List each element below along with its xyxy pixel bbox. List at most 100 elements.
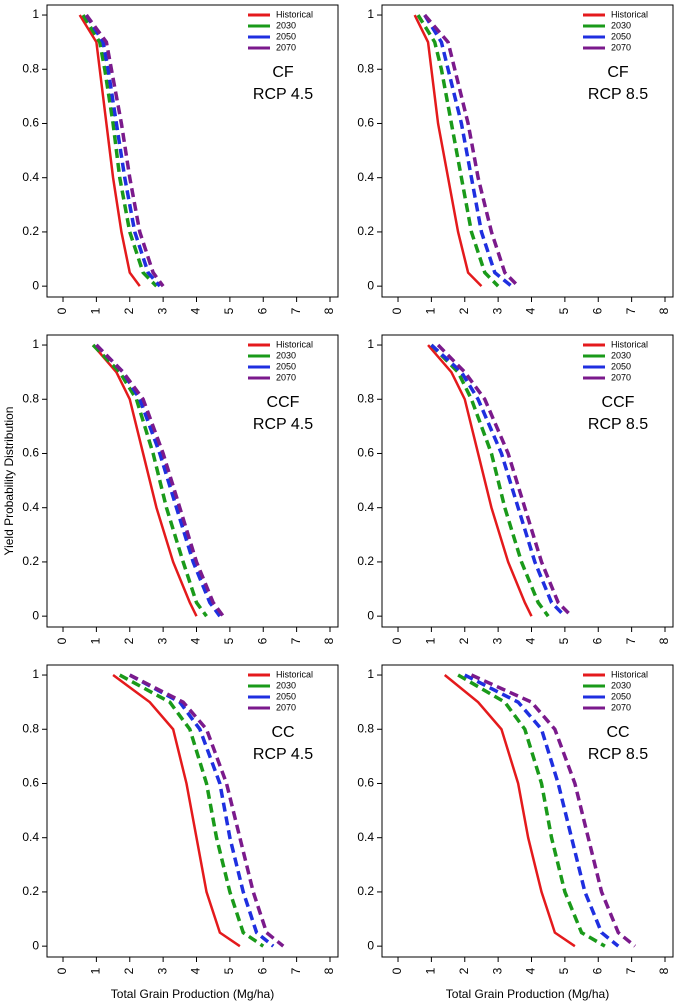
x-tick-label: 2 bbox=[457, 967, 471, 974]
x-axis-label: Total Grain Production (Mg/ha) bbox=[446, 987, 609, 1001]
legend-label: 2070 bbox=[611, 702, 631, 712]
x-tick-label: 3 bbox=[155, 967, 169, 974]
series-line bbox=[91, 343, 208, 618]
x-tick-label: 0 bbox=[390, 637, 404, 644]
panel-annotation: CCF bbox=[602, 394, 635, 411]
legend-label: 2030 bbox=[611, 20, 631, 30]
panel-annotation: CF bbox=[272, 64, 294, 81]
y-tick-label: 0.6 bbox=[22, 446, 39, 460]
x-tick-label: 1 bbox=[424, 307, 438, 314]
x-tick-label: 7 bbox=[289, 307, 303, 314]
x-tick-label: 4 bbox=[189, 967, 203, 974]
x-tick-label: 6 bbox=[590, 307, 604, 314]
x-tick-label: 3 bbox=[155, 307, 169, 314]
x-tick-label: 2 bbox=[457, 307, 471, 314]
x-tick-label: 1 bbox=[89, 307, 103, 314]
x-tick-label: 4 bbox=[524, 307, 538, 314]
x-tick-label: 2 bbox=[457, 637, 471, 644]
x-tick-label: 3 bbox=[490, 967, 504, 974]
plot-frame bbox=[381, 664, 674, 958]
y-tick-label: 0.6 bbox=[22, 776, 39, 790]
panel-annotation: RCP 4.5 bbox=[253, 416, 313, 433]
x-tick-label: 3 bbox=[490, 637, 504, 644]
legend-label: 2050 bbox=[611, 361, 631, 371]
legend-label: Historical bbox=[276, 339, 313, 349]
legend-label: Historical bbox=[611, 339, 648, 349]
legend-label: 2030 bbox=[611, 350, 631, 360]
x-tick-label: 2 bbox=[122, 307, 136, 314]
y-tick-label: 0.8 bbox=[22, 61, 39, 75]
plot-frame bbox=[381, 4, 674, 298]
y-tick-label: 1 bbox=[367, 337, 374, 351]
y-tick-label: 1 bbox=[32, 7, 39, 21]
series-line bbox=[84, 13, 165, 288]
y-tick-label: 0.4 bbox=[22, 500, 39, 514]
legend-label: 2050 bbox=[276, 361, 296, 371]
x-tick-label: 5 bbox=[557, 967, 571, 974]
series-line bbox=[430, 343, 567, 618]
x-tick-label: 5 bbox=[222, 637, 236, 644]
x-tick-label: 1 bbox=[424, 967, 438, 974]
panel-annotation: RCP 4.5 bbox=[253, 86, 313, 103]
x-tick-label: 0 bbox=[390, 967, 404, 974]
x-tick-label: 0 bbox=[55, 307, 69, 314]
legend-label: 2030 bbox=[276, 20, 296, 30]
series-line bbox=[112, 674, 241, 948]
y-tick-label: 0.4 bbox=[22, 830, 39, 844]
legend-label: Historical bbox=[611, 669, 648, 679]
y-tick-label: 1 bbox=[32, 337, 39, 351]
x-tick-label: 0 bbox=[390, 307, 404, 314]
x-tick-label: 8 bbox=[657, 637, 671, 644]
y-tick-label: 0.6 bbox=[22, 116, 39, 130]
y-tick-label: 0.8 bbox=[22, 391, 39, 405]
x-tick-label: 0 bbox=[55, 967, 69, 974]
panel-annotation: RCP 8.5 bbox=[588, 746, 648, 763]
y-tick-label: 0.6 bbox=[357, 446, 374, 460]
series-line bbox=[413, 14, 483, 288]
y-tick-label: 0.4 bbox=[22, 170, 39, 184]
series-line bbox=[118, 673, 265, 948]
legend-label: 2070 bbox=[611, 372, 631, 382]
y-tick-label: 0.2 bbox=[357, 884, 374, 898]
legend-label: 2070 bbox=[611, 42, 631, 52]
series-line bbox=[416, 14, 500, 288]
x-tick-label: 5 bbox=[222, 967, 236, 974]
x-tick-label: 2 bbox=[122, 967, 136, 974]
plot-frame bbox=[46, 334, 339, 628]
legend-label: 2030 bbox=[611, 680, 631, 690]
x-tick-label: 7 bbox=[289, 967, 303, 974]
x-tick-label: 6 bbox=[590, 637, 604, 644]
series-line bbox=[470, 673, 637, 948]
panel-annotation: CCF bbox=[267, 394, 300, 411]
y-tick-label: 0.2 bbox=[357, 554, 374, 568]
y-tick-label: 0.4 bbox=[357, 830, 374, 844]
panel-annotation: CC bbox=[271, 724, 294, 741]
plot-frame bbox=[46, 664, 339, 958]
series-line bbox=[423, 14, 513, 288]
legend-label: 2050 bbox=[611, 31, 631, 41]
series-line bbox=[128, 673, 285, 948]
x-tick-label: 6 bbox=[255, 637, 269, 644]
series-line bbox=[430, 343, 550, 618]
series-line bbox=[128, 673, 275, 948]
x-tick-label: 5 bbox=[557, 637, 571, 644]
y-tick-label: 0.8 bbox=[357, 61, 374, 75]
legend-label: 2050 bbox=[276, 691, 296, 701]
legend-label: Historical bbox=[276, 669, 313, 679]
y-tick-label: 0.8 bbox=[357, 391, 374, 405]
y-tick-label: 0 bbox=[32, 278, 39, 292]
x-tick-label: 4 bbox=[524, 967, 538, 974]
y-tick-label: 0 bbox=[32, 938, 39, 952]
series-line bbox=[436, 343, 573, 618]
y-tick-label: 0 bbox=[367, 938, 374, 952]
panel-annotation: CC bbox=[606, 724, 629, 741]
y-tick-label: 1 bbox=[32, 667, 39, 681]
legend-label: 2070 bbox=[276, 372, 296, 382]
series-line bbox=[78, 14, 141, 287]
series-line bbox=[463, 673, 620, 948]
series-line bbox=[423, 13, 520, 288]
x-tick-label: 6 bbox=[255, 967, 269, 974]
y-tick-label: 0 bbox=[367, 278, 374, 292]
y-tick-label: 0.6 bbox=[357, 776, 374, 790]
x-tick-label: 1 bbox=[424, 637, 438, 644]
